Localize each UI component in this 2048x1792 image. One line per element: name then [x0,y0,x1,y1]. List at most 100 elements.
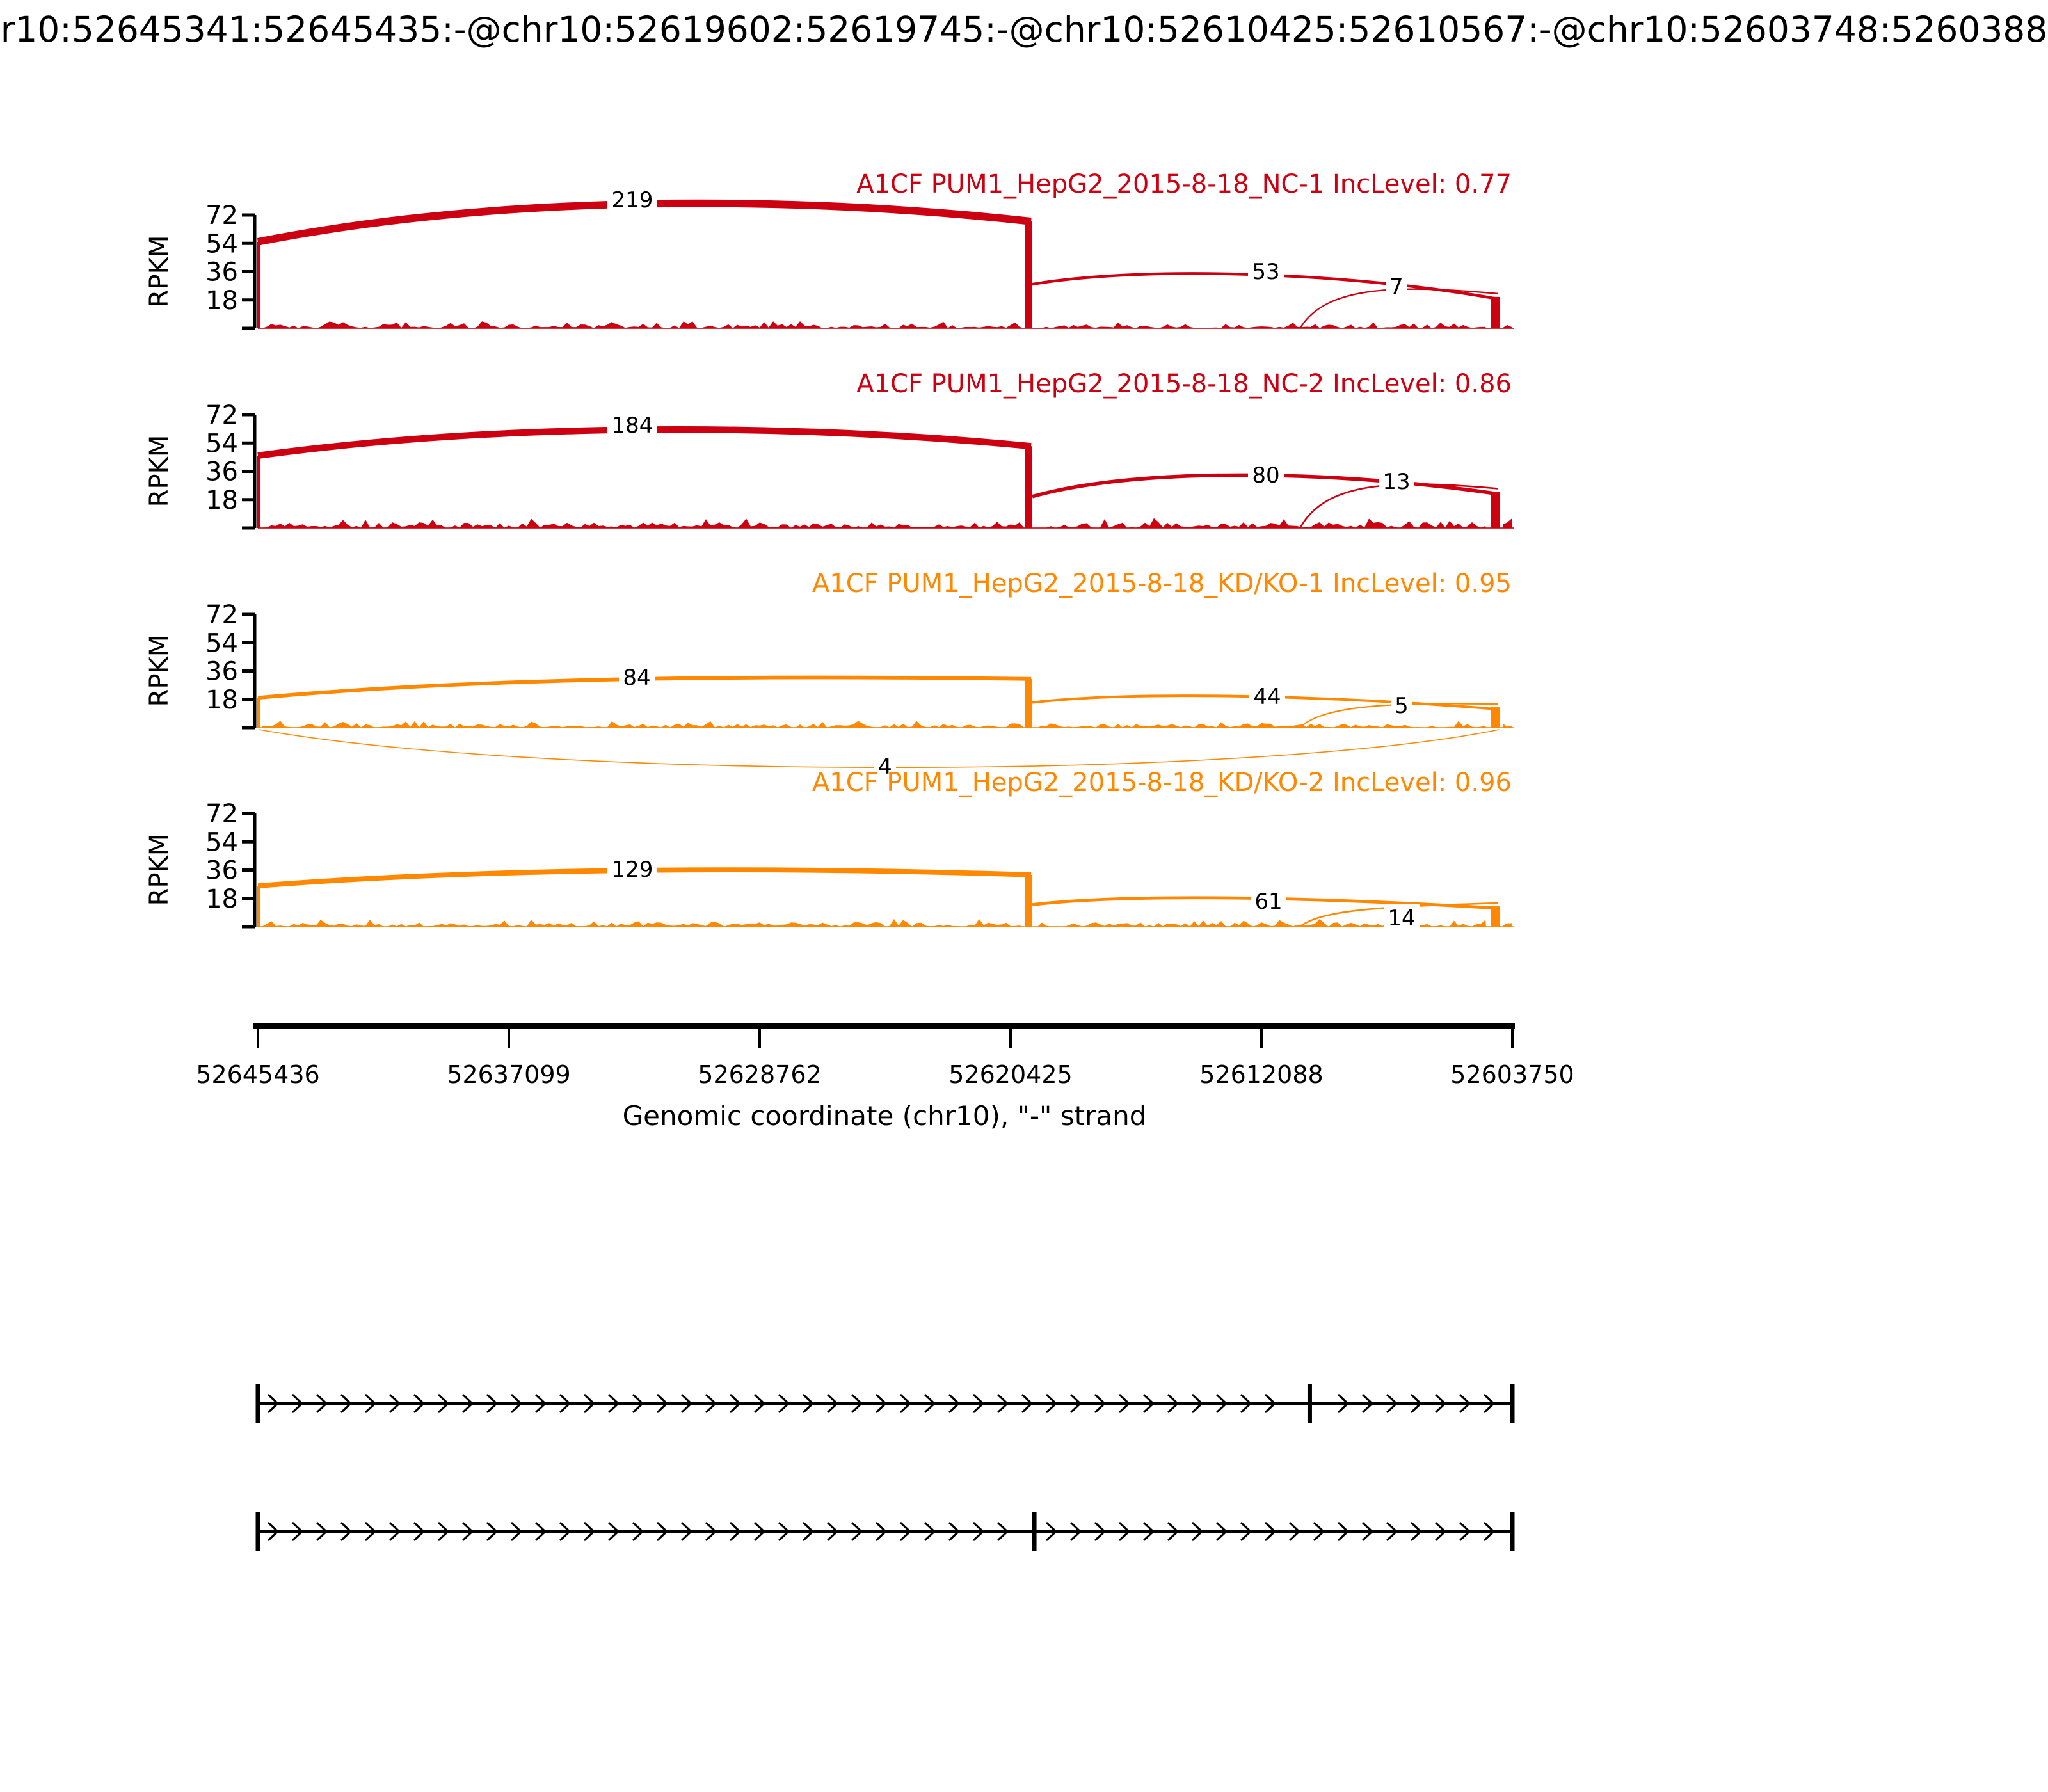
exon2-coverage [1025,874,1032,927]
x-tick-label: 52628762 [698,1060,821,1089]
y-tick-label: 72 [205,201,238,230]
y-tick-label: 36 [205,856,238,886]
y-tick-label: 54 [205,429,238,458]
strand-direction-chevrons [268,1522,1495,1541]
coverage-noise [262,721,1486,728]
coverage-noise [1503,324,1512,328]
y-axis-label: RPKM [145,435,174,508]
coverage-noise [1503,723,1512,728]
y-tick-label: 72 [205,600,238,630]
y-tick-label: 18 [205,685,238,715]
x-axis-label: Genomic coordinate (chr10), "-" strand [623,1100,1147,1132]
junction-count: 14 [1388,906,1415,931]
strand-direction-chevrons [268,1394,1495,1413]
exon1-coverage [257,698,260,728]
track-title: A1CF PUM1_HepG2_2015-8-18_NC-1 IncLevel:… [856,170,1512,199]
label-gap [1386,273,1407,300]
track-kdko-2-text: 72 54 36 18 RPKM A1CF PUM1_HepG2_2015-8-… [145,768,1512,931]
junction-count: 184 [612,413,653,438]
label-gap [1248,258,1284,285]
track-title: A1CF PUM1_HepG2_2015-8-18_NC-2 IncLevel:… [856,369,1512,399]
y-axis-label: RPKM [145,834,174,906]
exon1-coverage [257,886,260,927]
coverage-noise [1503,923,1512,927]
track-kdko-1-text: 72 54 36 18 RPKM A1CF PUM1_HepG2_2015-8-… [145,569,1512,780]
rpkm-axis [242,413,257,530]
exon4-coverage [1491,707,1500,728]
y-tick-label: 54 [205,628,238,658]
coverage-noise [262,321,1486,328]
exon2-coverage [1025,678,1032,728]
genomic-axis [253,1023,1515,1029]
x-tick-label: 52612088 [1199,1060,1323,1089]
coverage-noise [262,918,1486,927]
y-tick-label: 36 [205,458,238,487]
exon2-coverage [1025,446,1032,528]
x-tick-label: 52603750 [1450,1060,1574,1089]
exon4-coverage [1491,906,1500,927]
junction-count: 7 [1389,274,1404,300]
y-tick-label: 18 [205,884,238,914]
skip-junction-count: 4 [878,754,892,780]
genomic-axis-ticks [257,1029,1514,1048]
y-axis-label: RPKM [145,236,174,308]
rpkm-axis [242,612,257,730]
gene-model-exon-boundaries [255,1384,1515,1423]
rpkm-axis [242,812,257,929]
track-title: A1CF PUM1_HepG2_2015-8-18_KD/KO-1 IncLev… [812,569,1512,598]
junction-count: 53 [1252,259,1279,285]
label-gap [607,186,657,213]
y-tick-label: 54 [205,229,238,259]
y-tick-label: 36 [205,258,238,287]
coverage-noise [1503,518,1512,528]
label-gap [619,664,655,691]
y-tick-label: 72 [205,401,238,430]
x-tick-label: 52620425 [948,1060,1072,1089]
gene-model-exon-boundaries [255,1512,1515,1551]
exon1-coverage [257,455,260,528]
track-title: A1CF PUM1_HepG2_2015-8-18_KD/KO-2 IncLev… [812,768,1512,797]
y-tick-label: 36 [205,657,238,687]
y-tick-label: 54 [205,828,238,857]
exon1-coverage [257,241,260,328]
junction-count: 44 [1253,684,1281,710]
label-gap [1248,461,1284,488]
junction-count: 84 [623,665,650,691]
event-coordinates-title: r10:52645341:52645435:-@chr10:52619602:5… [0,9,2048,50]
junction-count: 13 [1382,469,1410,495]
x-axis-text: 52645436 52637099 52628762 52620425 5261… [196,1060,1574,1132]
junction-arc-exon3-exon4 [1300,288,1498,328]
track-nc-1-text: 72 54 36 18 RPKM A1CF PUM1_HepG2_2015-8-… [145,170,1512,316]
x-tick-label: 52637099 [447,1060,570,1089]
y-tick-label: 18 [205,486,238,515]
junction-arc-exon3-exon4 [1299,483,1498,528]
y-tick-label: 72 [205,799,238,829]
x-tick-label: 52645436 [196,1060,319,1089]
label-gap [874,753,896,780]
label-gap [607,856,657,883]
junction-arc-exon3-exon4 [1300,703,1498,728]
geometry-layer [242,199,1515,1551]
label-gap [607,412,657,438]
junction-count: 5 [1395,693,1409,719]
exon4-coverage [1491,296,1500,328]
exon4-coverage [1491,492,1500,528]
exon2-coverage [1025,221,1032,328]
label-gap [1249,683,1285,710]
coverage-noise [262,518,1486,528]
junction-count: 219 [612,188,653,213]
label-gap [1379,468,1414,495]
y-tick-label: 18 [205,286,238,316]
label-gap [1251,888,1286,915]
label-gap [1391,692,1412,719]
junction-arc-exon3-exon4 [1300,902,1498,927]
junction-count: 80 [1252,463,1279,488]
track-nc-2-text: 72 54 36 18 RPKM A1CF PUM1_HepG2_2015-8-… [145,369,1512,515]
junction-count: 61 [1254,889,1282,915]
y-axis-label: RPKM [145,635,174,707]
rpkm-axis [242,213,257,330]
junction-count: 129 [612,857,653,883]
label-gap [1384,904,1420,931]
